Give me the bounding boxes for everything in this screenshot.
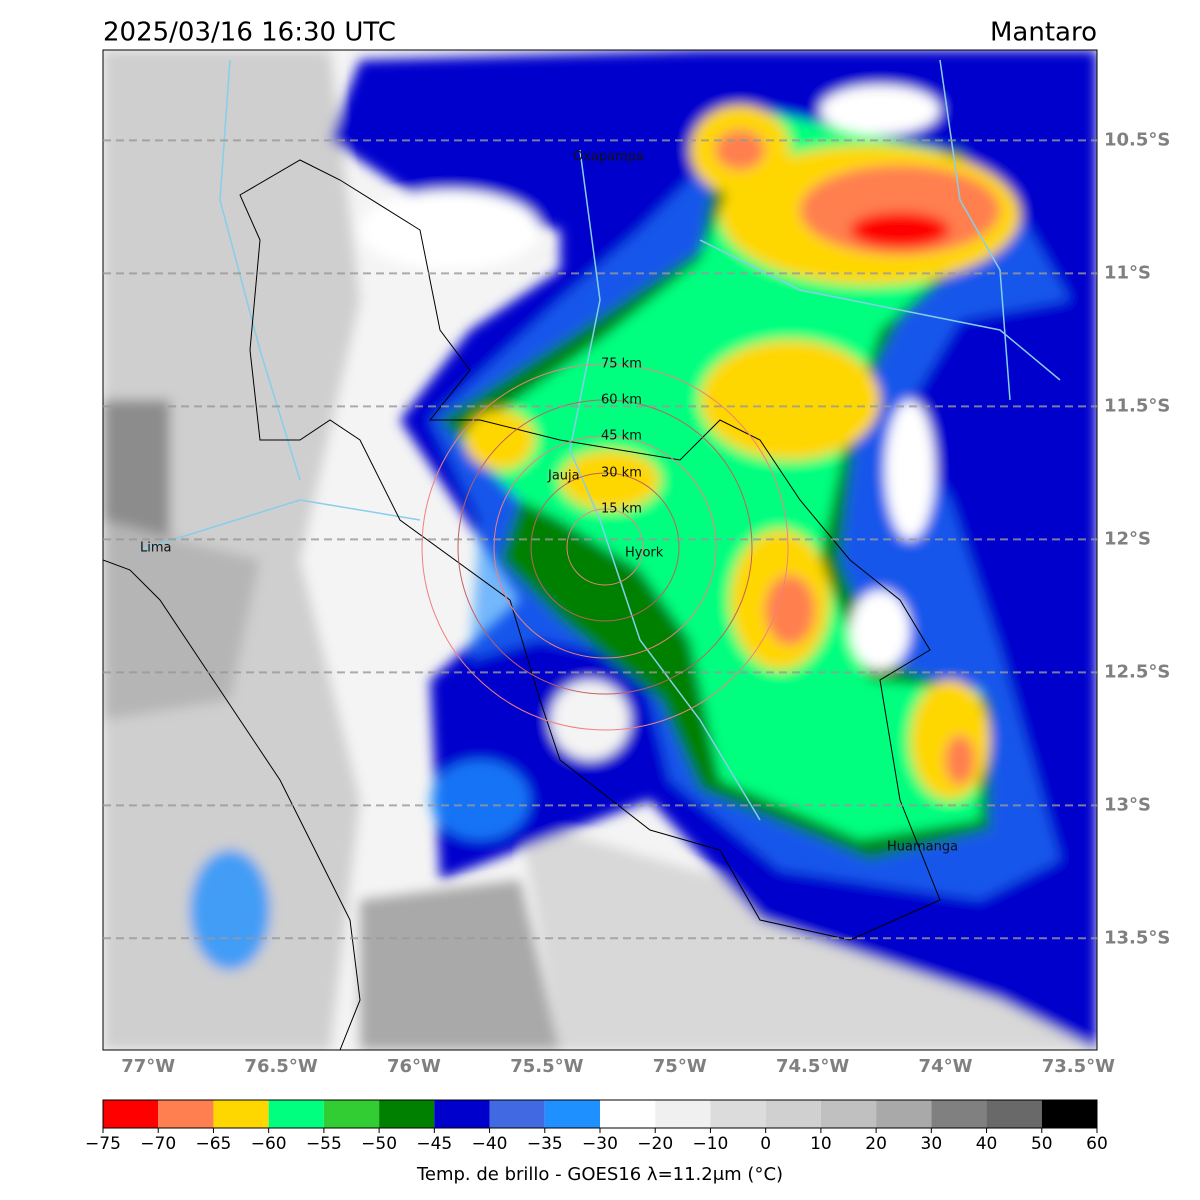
rivers [139, 59, 1061, 821]
colorbar-tick-label: −55 [306, 1134, 342, 1154]
colorbar-tick-label: −40 [472, 1134, 508, 1154]
colorbar-segment [765, 1100, 821, 1128]
colorbar-segment [655, 1100, 711, 1128]
x-tick-label: 74°W [919, 1056, 973, 1077]
colorbar-tick-label: 40 [976, 1134, 998, 1154]
colorbar-tick-label: 50 [1031, 1134, 1053, 1154]
title: 2025/03/16 16:30 UTC [103, 18, 396, 48]
y-tick-label: 13.5°S [1104, 927, 1170, 948]
colorbar-segment [931, 1100, 987, 1128]
y-tick-label: 12.5°S [1104, 661, 1170, 682]
x-tick-label: 76°W [387, 1056, 441, 1077]
satellite-image: 75 km 60 km 45 km 30 km 15 km Oxapampa J… [103, 50, 1097, 1050]
colorbar-segment [820, 1100, 877, 1128]
colorbar-tick-label: −50 [361, 1134, 397, 1154]
place-label: Hyork [625, 546, 664, 561]
y-tick-label: 11.5°S [1104, 395, 1170, 416]
x-tick-label: 77°W [121, 1056, 175, 1077]
subtitle: Mantaro [990, 18, 1097, 48]
colorbar-tick-label: −75 [85, 1134, 121, 1154]
y-tick-label: 11°S [1104, 262, 1151, 283]
colorbar-tick-label: 30 [921, 1134, 943, 1154]
colorbar-tick-label: −20 [637, 1134, 673, 1154]
colorbar-segment [434, 1100, 490, 1128]
place-label: Huamanga [887, 840, 958, 855]
ring-label: 60 km [601, 393, 642, 408]
colorbar-segment [268, 1100, 324, 1128]
colorbar-tick-label: −35 [527, 1134, 563, 1154]
range-rings [421, 363, 789, 731]
colorbar-tick-label: −45 [416, 1134, 452, 1154]
colorbar-segment [544, 1100, 600, 1128]
colorbar-segment [103, 1100, 159, 1128]
y-tick-label: 12°S [1104, 528, 1151, 549]
colorbar-tick-label: −65 [195, 1134, 231, 1154]
colorbar-segment [1041, 1100, 1097, 1128]
colorbar-tick-label: 10 [810, 1134, 832, 1154]
colorbar-segment [600, 1100, 656, 1128]
x-tick-label: 76.5°W [244, 1056, 317, 1077]
boundaries [103, 159, 941, 1050]
colorbar-segment [710, 1100, 766, 1128]
colorbar-segment [323, 1100, 380, 1128]
colorbar-label: Temp. de brillo - GOES16 λ=11.2μm (°C) [416, 1164, 783, 1185]
colorbar-segment [876, 1100, 932, 1128]
colorbar-tick-label: 20 [865, 1134, 887, 1154]
place-label: Lima [140, 541, 171, 556]
colorbar-segment [489, 1100, 545, 1128]
y-tick-label: 13°S [1104, 794, 1151, 815]
colorbar-tick-label: −60 [251, 1134, 287, 1154]
colorbar-segment [213, 1100, 269, 1128]
colorbar-segment [379, 1100, 435, 1128]
colorbar-segment [158, 1100, 214, 1128]
ring-label: 75 km [601, 357, 642, 372]
y-tick-label: 10.5°S [1104, 129, 1170, 150]
colorbar-tick-label: −10 [692, 1134, 728, 1154]
x-tick-label: 75.5°W [510, 1056, 583, 1077]
map-frame [102, 49, 1098, 1051]
place-label: Jauja [547, 469, 580, 484]
colorbar-tick-label: 0 [760, 1134, 771, 1154]
x-tick-label: 73.5°W [1042, 1056, 1115, 1077]
colorbar-tick-label: 60 [1086, 1134, 1108, 1154]
place-label: Oxapampa [573, 150, 644, 165]
colorbar-tick-label: −30 [582, 1134, 618, 1154]
x-tick-label: 74.5°W [776, 1056, 849, 1077]
colorbar-tick-label: −70 [140, 1134, 176, 1154]
x-tick-label: 75°W [653, 1056, 707, 1077]
ring-label: 45 km [601, 429, 642, 444]
ring-label: 15 km [601, 502, 642, 517]
colorbar-segment [986, 1100, 1042, 1128]
ring-label: 30 km [601, 466, 642, 481]
